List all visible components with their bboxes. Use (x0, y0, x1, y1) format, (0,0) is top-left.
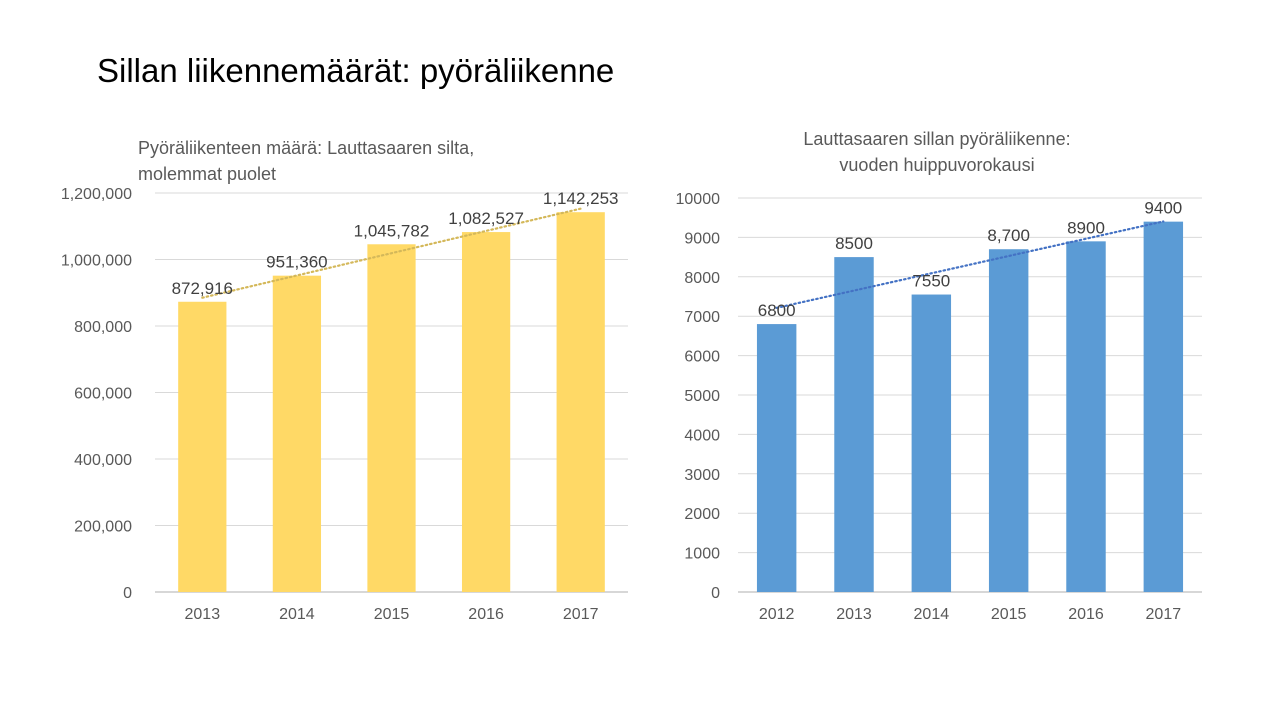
bar (178, 301, 227, 592)
x-category-label: 2013 (185, 606, 221, 623)
x-category-label: 2016 (468, 606, 504, 623)
data-label: 1,142,253 (543, 189, 619, 208)
data-label: 6800 (758, 301, 796, 320)
data-label: 872,916 (172, 279, 233, 298)
trendline (775, 220, 1165, 309)
chart-title-line: Pyöräliikenteen määrä: Lauttasaaren silt… (138, 138, 474, 158)
data-label: 1,082,527 (448, 209, 524, 228)
y-tick-label: 6000 (684, 349, 720, 366)
x-category-label: 2012 (759, 606, 795, 623)
bar (756, 324, 797, 592)
chart-title-line: vuoden huippuvorokausi (839, 155, 1034, 175)
bar (272, 275, 322, 592)
data-label: 8500 (835, 234, 873, 253)
bar (367, 244, 416, 593)
bar (911, 294, 952, 592)
data-label: 951,360 (266, 253, 327, 272)
y-tick-label: 7000 (684, 309, 720, 326)
bike-traffic-annual-chart: Pyöräliikenteen määrä: Lauttasaaren silt… (61, 138, 628, 623)
x-category-label: 2015 (991, 606, 1027, 623)
bar (834, 257, 874, 592)
y-tick-label: 200,000 (74, 519, 132, 536)
x-category-label: 2015 (374, 606, 410, 623)
y-tick-label: 0 (123, 585, 132, 602)
bar (1066, 241, 1106, 592)
data-label: 7550 (912, 272, 950, 291)
y-tick-label: 8000 (684, 270, 720, 287)
y-tick-label: 400,000 (74, 452, 132, 469)
trendline (201, 207, 582, 299)
slide-title: Sillan liikennemäärät: pyöräliikenne (97, 52, 615, 89)
x-category-label: 2017 (563, 606, 599, 623)
y-tick-label: 5000 (684, 388, 720, 405)
x-category-label: 2013 (836, 606, 872, 623)
x-category-label: 2016 (1068, 606, 1104, 623)
data-label: 1,045,782 (354, 221, 430, 240)
data-label: 8,700 (987, 226, 1030, 245)
x-category-label: 2014 (279, 606, 315, 623)
data-label: 8900 (1067, 218, 1105, 237)
x-category-label: 2014 (914, 606, 950, 623)
chart-title-line: Lauttasaaren sillan pyöräliikenne: (803, 129, 1070, 149)
y-tick-label: 0 (711, 585, 720, 602)
y-tick-label: 9000 (684, 230, 720, 247)
data-label: 9400 (1144, 199, 1182, 218)
y-tick-label: 1,000,000 (61, 253, 132, 270)
y-tick-label: 4000 (684, 427, 720, 444)
y-tick-label: 600,000 (74, 386, 132, 403)
y-tick-label: 2000 (684, 506, 720, 523)
bar (988, 249, 1029, 592)
x-category-label: 2017 (1146, 606, 1182, 623)
y-tick-label: 10000 (676, 191, 721, 208)
bar (1143, 221, 1184, 592)
y-tick-label: 1000 (684, 546, 720, 563)
bar (461, 232, 511, 593)
y-tick-label: 800,000 (74, 319, 132, 336)
bike-traffic-peak-day-chart: Lauttasaaren sillan pyöräliikenne: vuoden… (676, 129, 1202, 623)
y-tick-label: 3000 (684, 467, 720, 484)
bar (556, 212, 605, 593)
y-tick-label: 1,200,000 (61, 186, 132, 203)
chart-title-line: molemmat puolet (138, 164, 276, 184)
